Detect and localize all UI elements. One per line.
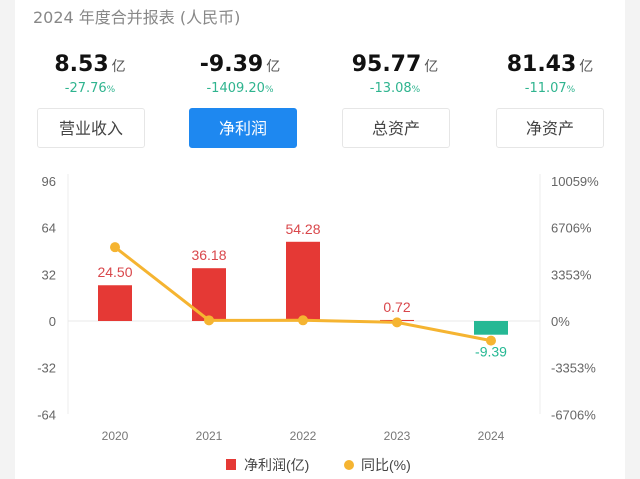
metric-value: 81.43 [506, 52, 577, 77]
metric-2: 95.77 亿 -13.08% [320, 52, 470, 96]
metric-unit: 亿 [111, 59, 126, 75]
metric-change: -27.76 [64, 81, 107, 96]
metric-value: -9.39 [199, 52, 264, 77]
metric-unit: 亿 [266, 59, 281, 75]
metric-value: 95.77 [351, 52, 422, 77]
metric-unit: 亿 [579, 59, 594, 75]
metric-change: -11.07 [524, 81, 567, 96]
tab-3[interactable]: 净资产 [496, 108, 604, 148]
metric-3: 81.43 亿 -11.07% [475, 52, 625, 96]
tab-0[interactable]: 营业收入 [37, 108, 145, 148]
page-title: 2024 年度合并报表 (人民币) [33, 8, 241, 27]
tab-1[interactable]: 净利润 [189, 108, 297, 148]
tab-2[interactable]: 总资产 [342, 108, 450, 148]
metric-change: -13.08 [369, 81, 412, 96]
metric-value: 8.53 [54, 52, 109, 77]
metric-0: 8.53 亿 -27.76% [15, 52, 165, 96]
metric-change-pct: % [566, 85, 576, 95]
metric-change-pct: % [106, 85, 116, 95]
metric-unit: 亿 [424, 59, 439, 75]
metric-change-pct: % [264, 85, 274, 95]
metric-1: -9.39 亿 -1409.20% [165, 52, 315, 96]
metric-change: -1409.20 [206, 81, 265, 96]
financial-card [15, 0, 625, 479]
metric-change-pct: % [411, 85, 421, 95]
